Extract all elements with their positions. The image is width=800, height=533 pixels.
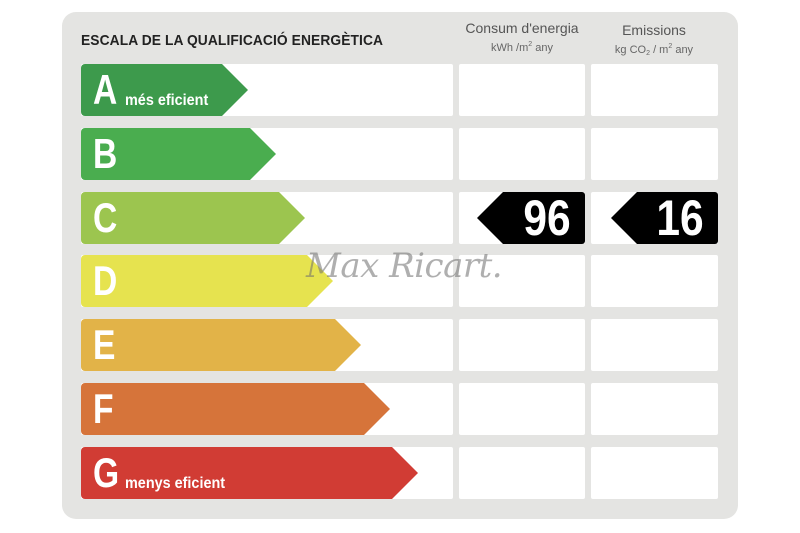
rating-arrow-d: D [81, 255, 333, 307]
emissions-value-badge: 16 [611, 192, 718, 244]
consumption-cell [459, 255, 585, 307]
consumption-cell [459, 64, 585, 116]
emissions-cell [591, 447, 718, 499]
rating-sublabel: menys eficient [125, 475, 226, 492]
rating-letter: E [93, 321, 116, 368]
consumption-label: Consum d'energia [465, 20, 579, 36]
emissions-cell [591, 319, 718, 371]
emissions-column-header: Emissions kg CO2 / m2 any [590, 22, 718, 63]
rating-letter: F [93, 385, 114, 432]
consumption-cell [459, 383, 585, 435]
consumption-cell [459, 128, 585, 180]
consumption-value: 96 [523, 190, 571, 246]
rating-arrow-f: F [81, 383, 390, 435]
page-title: ESCALA DE LA QUALIFICACIÓ ENERGÈTICA [81, 32, 384, 49]
rating-letter: G [93, 449, 120, 496]
emissions-unit: kg CO2 / m2 any [614, 43, 694, 57]
rating-letter: A [93, 66, 118, 113]
emissions-value: 16 [656, 190, 704, 246]
emissions-cell [591, 383, 718, 435]
rating-arrow-b: B [81, 128, 276, 180]
consumption-cell [459, 319, 585, 371]
rating-arrow-c: C [81, 192, 305, 244]
consumption-unit: kWh /m2 any [491, 41, 553, 54]
emissions-label: Emissions [622, 22, 686, 38]
emissions-cell [591, 128, 718, 180]
rating-letter: B [93, 130, 118, 177]
consumption-value-badge: 96 [477, 192, 585, 244]
rating-letter: C [93, 194, 118, 241]
rating-letter: D [93, 257, 118, 304]
emissions-cell [591, 255, 718, 307]
rating-sublabel: més eficient [125, 92, 209, 109]
consumption-cell [459, 447, 585, 499]
emissions-cell [591, 64, 718, 116]
consumption-column-header: Consum d'energia kWh /m2 any [458, 20, 586, 57]
rating-arrow-e: E [81, 319, 361, 371]
